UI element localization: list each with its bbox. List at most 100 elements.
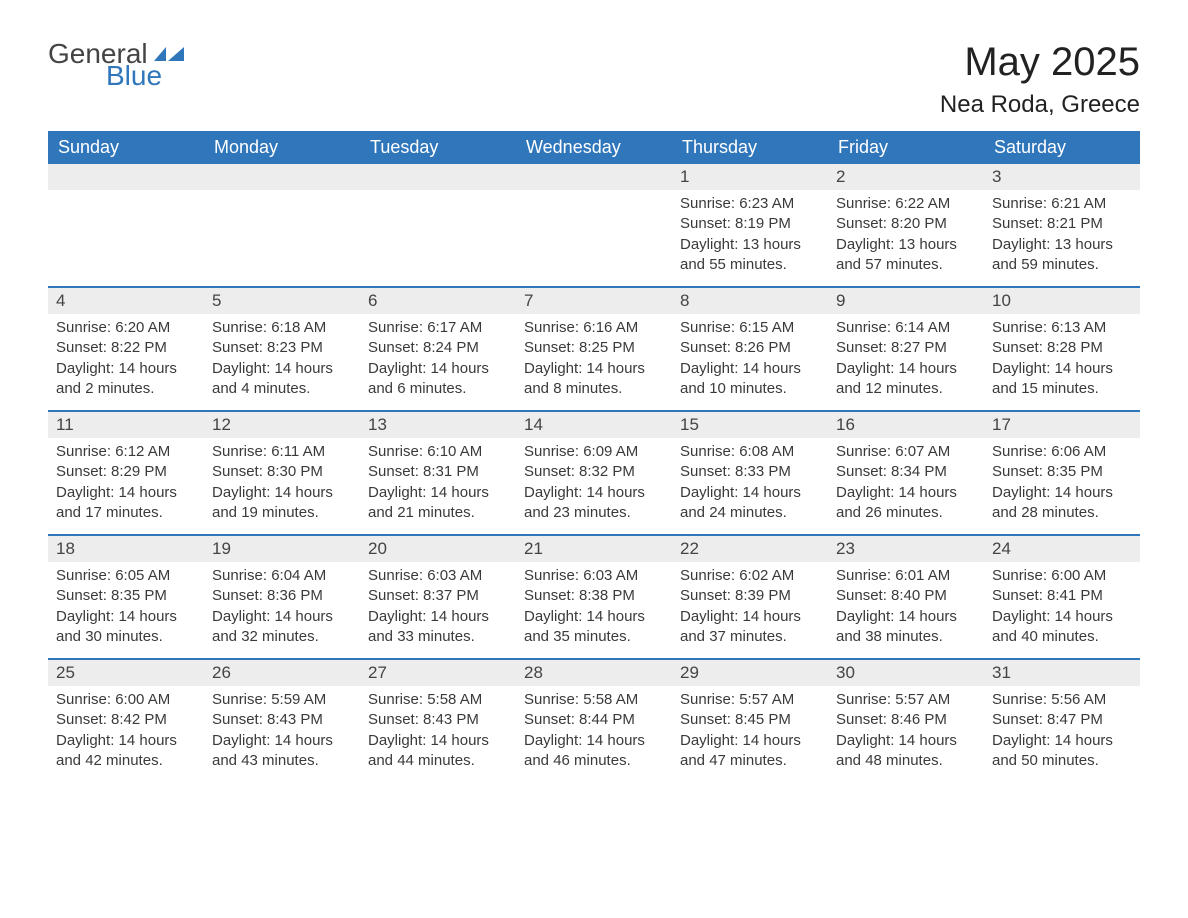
weekday-header: Tuesday xyxy=(360,131,516,164)
sunrise-text: Sunrise: 6:05 AM xyxy=(56,566,196,586)
daylight-text: Daylight: 13 hours and 59 minutes. xyxy=(992,235,1132,276)
sunset-text: Sunset: 8:33 PM xyxy=(680,462,820,482)
sunset-text: Sunset: 8:43 PM xyxy=(212,710,352,730)
week-row: 18Sunrise: 6:05 AMSunset: 8:35 PMDayligh… xyxy=(48,534,1140,658)
daylight-text: Daylight: 14 hours and 47 minutes. xyxy=(680,731,820,772)
day-content: Sunrise: 6:18 AMSunset: 8:23 PMDaylight:… xyxy=(204,314,360,407)
sunset-text: Sunset: 8:25 PM xyxy=(524,338,664,358)
day-cell: 31Sunrise: 5:56 AMSunset: 8:47 PMDayligh… xyxy=(984,660,1140,782)
day-cell xyxy=(516,164,672,286)
sunrise-text: Sunrise: 6:21 AM xyxy=(992,194,1132,214)
day-content: Sunrise: 6:04 AMSunset: 8:36 PMDaylight:… xyxy=(204,562,360,655)
daylight-text: Daylight: 14 hours and 21 minutes. xyxy=(368,483,508,524)
day-content: Sunrise: 6:05 AMSunset: 8:35 PMDaylight:… xyxy=(48,562,204,655)
weekday-header: Saturday xyxy=(984,131,1140,164)
sunset-text: Sunset: 8:38 PM xyxy=(524,586,664,606)
day-cell: 6Sunrise: 6:17 AMSunset: 8:24 PMDaylight… xyxy=(360,288,516,410)
day-number: 13 xyxy=(360,412,516,438)
sunset-text: Sunset: 8:20 PM xyxy=(836,214,976,234)
sunset-text: Sunset: 8:26 PM xyxy=(680,338,820,358)
day-number: 31 xyxy=(984,660,1140,686)
sunrise-text: Sunrise: 6:20 AM xyxy=(56,318,196,338)
sunset-text: Sunset: 8:31 PM xyxy=(368,462,508,482)
sunrise-text: Sunrise: 6:15 AM xyxy=(680,318,820,338)
day-cell: 9Sunrise: 6:14 AMSunset: 8:27 PMDaylight… xyxy=(828,288,984,410)
day-content: Sunrise: 6:16 AMSunset: 8:25 PMDaylight:… xyxy=(516,314,672,407)
weekday-header: Thursday xyxy=(672,131,828,164)
sunrise-text: Sunrise: 6:03 AM xyxy=(524,566,664,586)
daylight-text: Daylight: 14 hours and 42 minutes. xyxy=(56,731,196,772)
sunrise-text: Sunrise: 6:00 AM xyxy=(56,690,196,710)
sunset-text: Sunset: 8:41 PM xyxy=(992,586,1132,606)
day-content xyxy=(516,190,672,202)
sunrise-text: Sunrise: 6:18 AM xyxy=(212,318,352,338)
day-cell: 28Sunrise: 5:58 AMSunset: 8:44 PMDayligh… xyxy=(516,660,672,782)
header: General Blue May 2025 Nea Roda, Greece xyxy=(48,40,1140,119)
day-cell: 2Sunrise: 6:22 AMSunset: 8:20 PMDaylight… xyxy=(828,164,984,286)
day-content xyxy=(48,190,204,202)
day-number: 18 xyxy=(48,536,204,562)
day-content: Sunrise: 6:01 AMSunset: 8:40 PMDaylight:… xyxy=(828,562,984,655)
sunrise-text: Sunrise: 6:03 AM xyxy=(368,566,508,586)
day-content: Sunrise: 6:22 AMSunset: 8:20 PMDaylight:… xyxy=(828,190,984,283)
day-cell xyxy=(204,164,360,286)
day-content: Sunrise: 5:57 AMSunset: 8:45 PMDaylight:… xyxy=(672,686,828,779)
daylight-text: Daylight: 14 hours and 24 minutes. xyxy=(680,483,820,524)
day-cell: 8Sunrise: 6:15 AMSunset: 8:26 PMDaylight… xyxy=(672,288,828,410)
sunrise-text: Sunrise: 6:17 AM xyxy=(368,318,508,338)
sunset-text: Sunset: 8:28 PM xyxy=(992,338,1132,358)
day-number: 4 xyxy=(48,288,204,314)
day-cell: 3Sunrise: 6:21 AMSunset: 8:21 PMDaylight… xyxy=(984,164,1140,286)
day-number: 30 xyxy=(828,660,984,686)
sunrise-text: Sunrise: 6:08 AM xyxy=(680,442,820,462)
sunrise-text: Sunrise: 6:00 AM xyxy=(992,566,1132,586)
sunrise-text: Sunrise: 6:12 AM xyxy=(56,442,196,462)
day-cell: 13Sunrise: 6:10 AMSunset: 8:31 PMDayligh… xyxy=(360,412,516,534)
sunset-text: Sunset: 8:45 PM xyxy=(680,710,820,730)
sunset-text: Sunset: 8:27 PM xyxy=(836,338,976,358)
day-content: Sunrise: 6:07 AMSunset: 8:34 PMDaylight:… xyxy=(828,438,984,531)
day-cell: 11Sunrise: 6:12 AMSunset: 8:29 PMDayligh… xyxy=(48,412,204,534)
sunrise-text: Sunrise: 6:01 AM xyxy=(836,566,976,586)
daylight-text: Daylight: 14 hours and 38 minutes. xyxy=(836,607,976,648)
day-cell xyxy=(360,164,516,286)
sunset-text: Sunset: 8:19 PM xyxy=(680,214,820,234)
daylight-text: Daylight: 14 hours and 32 minutes. xyxy=(212,607,352,648)
day-content: Sunrise: 6:20 AMSunset: 8:22 PMDaylight:… xyxy=(48,314,204,407)
day-content: Sunrise: 6:10 AMSunset: 8:31 PMDaylight:… xyxy=(360,438,516,531)
day-content: Sunrise: 5:59 AMSunset: 8:43 PMDaylight:… xyxy=(204,686,360,779)
day-cell: 14Sunrise: 6:09 AMSunset: 8:32 PMDayligh… xyxy=(516,412,672,534)
day-cell: 25Sunrise: 6:00 AMSunset: 8:42 PMDayligh… xyxy=(48,660,204,782)
sunset-text: Sunset: 8:40 PM xyxy=(836,586,976,606)
day-cell: 5Sunrise: 6:18 AMSunset: 8:23 PMDaylight… xyxy=(204,288,360,410)
day-number: 7 xyxy=(516,288,672,314)
day-number: 29 xyxy=(672,660,828,686)
day-number: 27 xyxy=(360,660,516,686)
sunrise-text: Sunrise: 5:56 AM xyxy=(992,690,1132,710)
day-content: Sunrise: 6:21 AMSunset: 8:21 PMDaylight:… xyxy=(984,190,1140,283)
sunrise-text: Sunrise: 5:57 AM xyxy=(680,690,820,710)
logo: General Blue xyxy=(48,40,186,90)
day-number: 10 xyxy=(984,288,1140,314)
day-cell: 19Sunrise: 6:04 AMSunset: 8:36 PMDayligh… xyxy=(204,536,360,658)
day-number: 17 xyxy=(984,412,1140,438)
daylight-text: Daylight: 14 hours and 23 minutes. xyxy=(524,483,664,524)
day-cell: 23Sunrise: 6:01 AMSunset: 8:40 PMDayligh… xyxy=(828,536,984,658)
day-number: 24 xyxy=(984,536,1140,562)
sunset-text: Sunset: 8:30 PM xyxy=(212,462,352,482)
sunrise-text: Sunrise: 5:59 AM xyxy=(212,690,352,710)
weekday-header: Wednesday xyxy=(516,131,672,164)
day-number: 12 xyxy=(204,412,360,438)
daylight-text: Daylight: 14 hours and 35 minutes. xyxy=(524,607,664,648)
week-row: 11Sunrise: 6:12 AMSunset: 8:29 PMDayligh… xyxy=(48,410,1140,534)
daylight-text: Daylight: 14 hours and 50 minutes. xyxy=(992,731,1132,772)
sunset-text: Sunset: 8:24 PM xyxy=(368,338,508,358)
day-content: Sunrise: 5:56 AMSunset: 8:47 PMDaylight:… xyxy=(984,686,1140,779)
daylight-text: Daylight: 14 hours and 15 minutes. xyxy=(992,359,1132,400)
daylight-text: Daylight: 14 hours and 30 minutes. xyxy=(56,607,196,648)
day-number: 6 xyxy=(360,288,516,314)
sunset-text: Sunset: 8:39 PM xyxy=(680,586,820,606)
day-cell: 1Sunrise: 6:23 AMSunset: 8:19 PMDaylight… xyxy=(672,164,828,286)
sunrise-text: Sunrise: 6:11 AM xyxy=(212,442,352,462)
sunrise-text: Sunrise: 6:09 AM xyxy=(524,442,664,462)
